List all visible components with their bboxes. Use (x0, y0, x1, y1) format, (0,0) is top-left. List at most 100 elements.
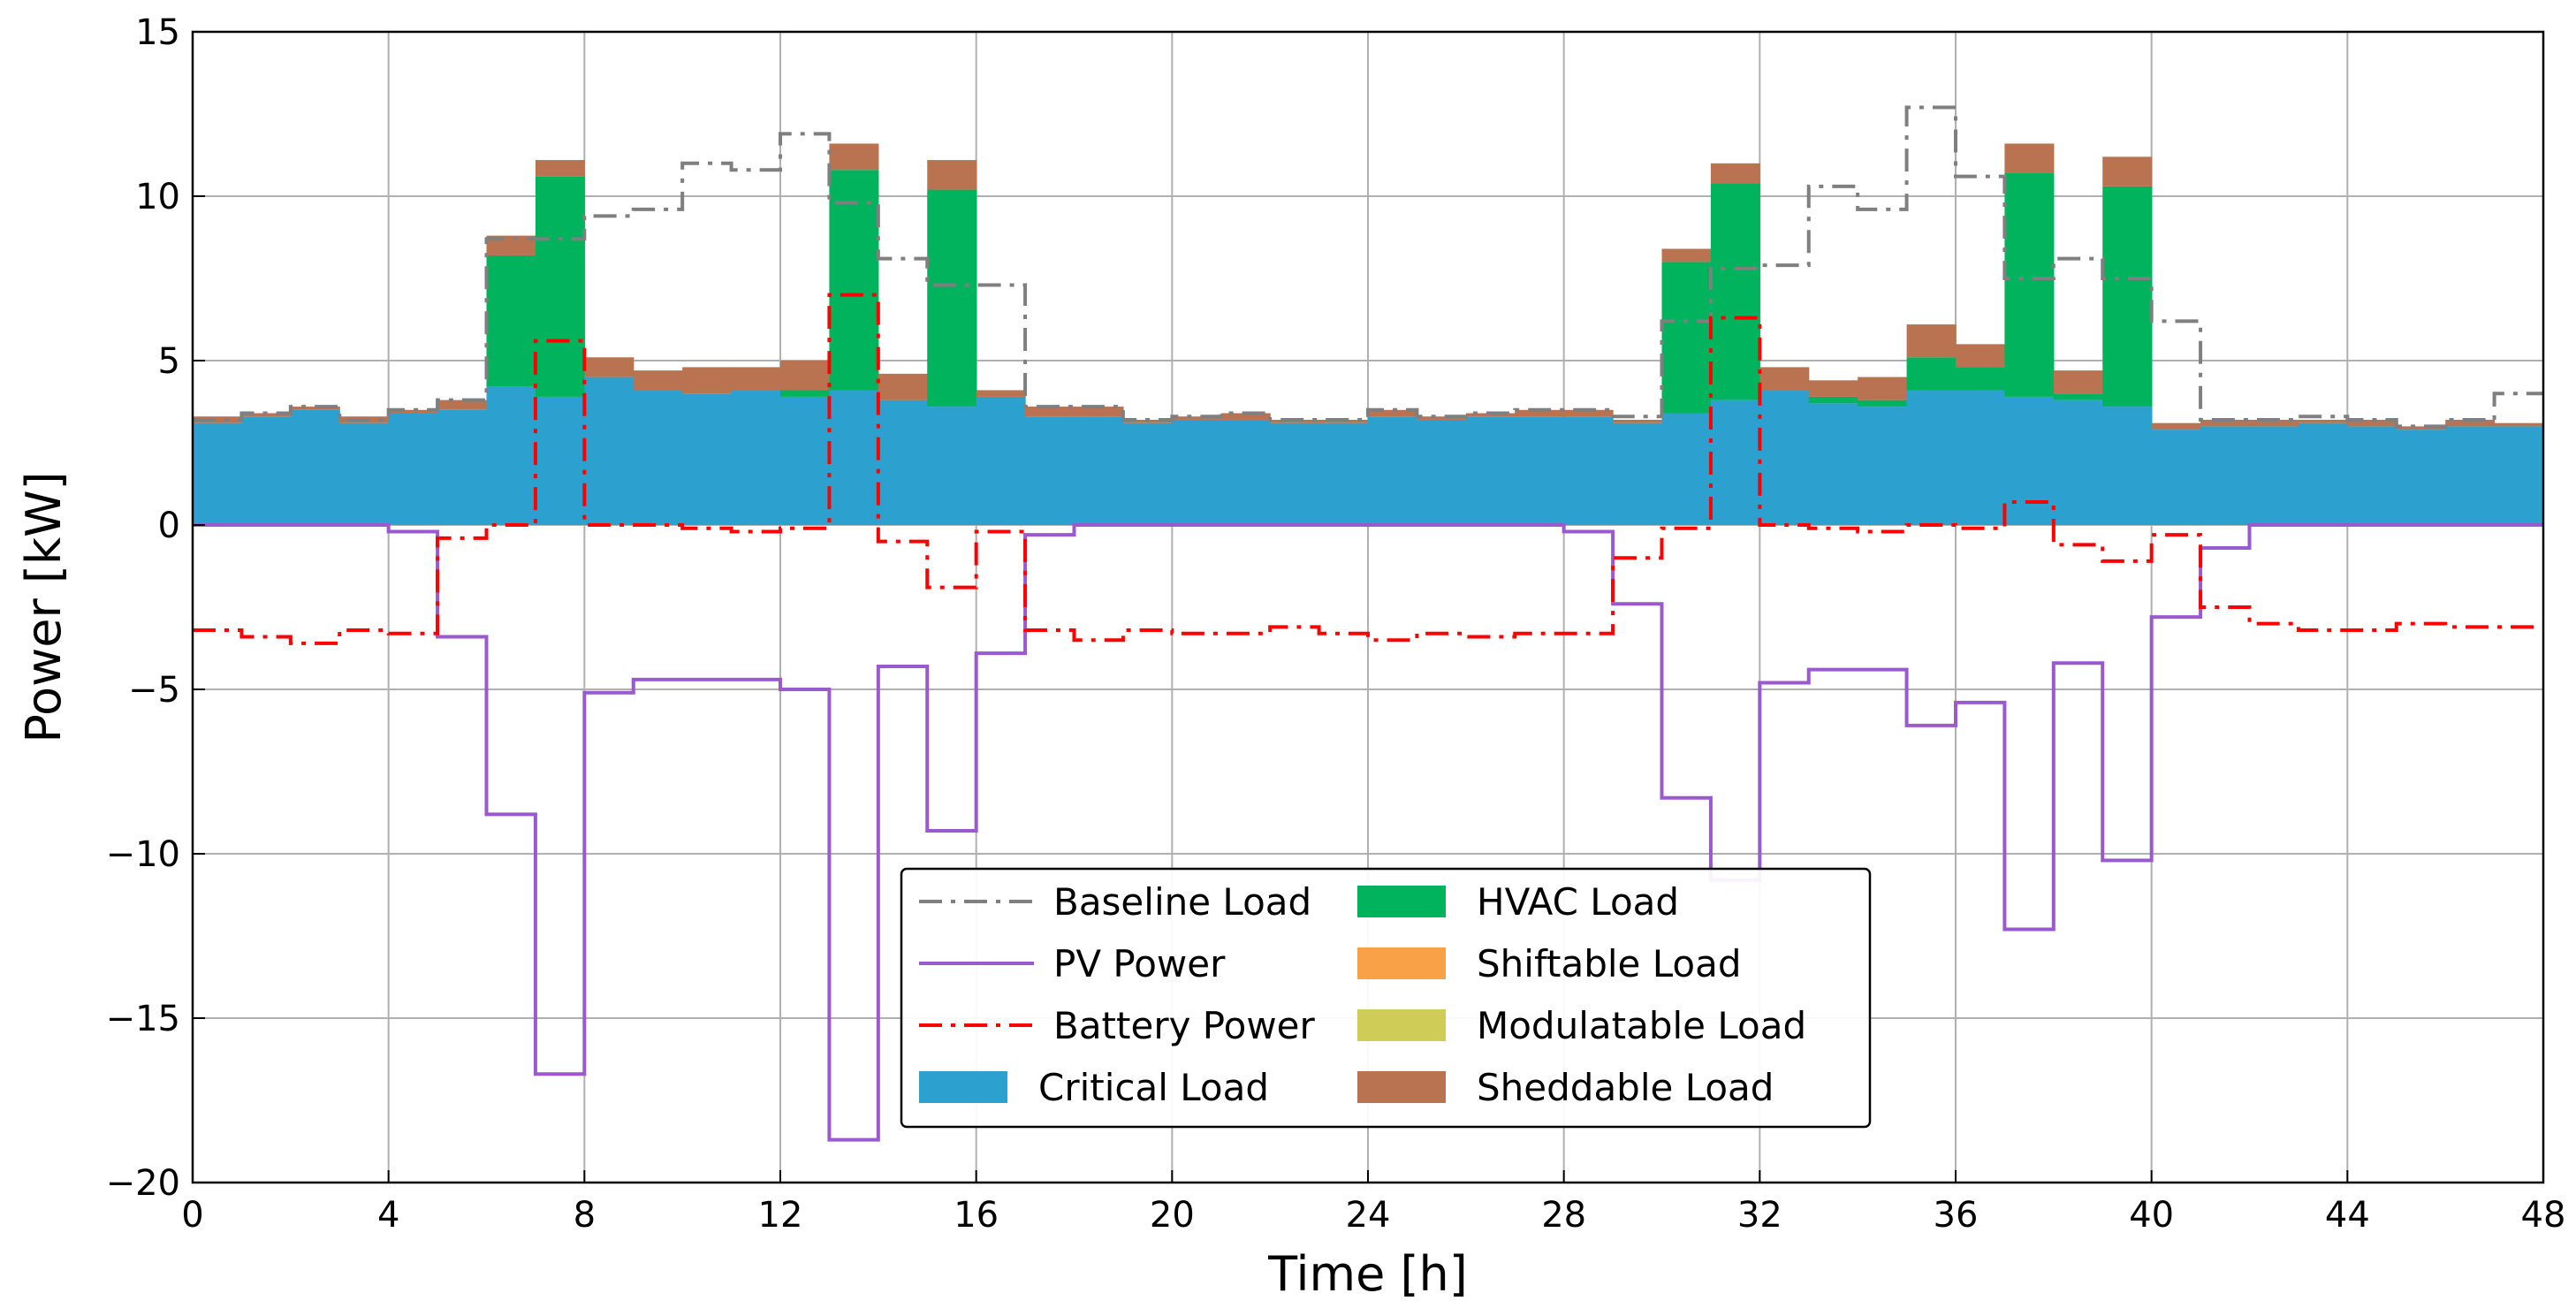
x-tick-label: 48 (2521, 1195, 2566, 1236)
bar-hvac-load (2102, 186, 2153, 407)
bar-critical-load (878, 399, 928, 525)
bar-critical-load (2249, 426, 2299, 525)
legend-label-critical-load: Critical Load (1038, 1066, 1269, 1109)
bar-critical-load (1025, 416, 1075, 525)
line-baseline-load (193, 105, 2543, 429)
bar-critical-load (584, 377, 635, 525)
bar-critical-load (388, 413, 438, 525)
bar-sheddable-load (1563, 409, 1614, 417)
bar-critical-load (193, 422, 243, 525)
y-tick-label: −10 (106, 834, 180, 875)
bar-sheddable-load (193, 416, 243, 423)
bar-critical-load (1318, 422, 1369, 525)
bar-hvac-load (1956, 367, 2006, 391)
legend-swatch-sheddable-load (1357, 1071, 1446, 1103)
x-tick-label: 12 (758, 1195, 803, 1236)
bar-critical-load (780, 396, 831, 525)
bar-hvac-load (1661, 262, 1712, 414)
bar-sheddable-load (2249, 419, 2299, 427)
y-tick-label: −20 (106, 1163, 180, 1204)
bar-sheddable-load (1956, 344, 2006, 368)
legend-label-pv-power: PV Power (1053, 942, 1226, 985)
y-tick-label: 10 (135, 177, 180, 217)
legend-label-hvac-load: HVAC Load (1477, 880, 1679, 924)
bar-sheddable-load (731, 367, 781, 391)
bar-critical-load (1172, 419, 1222, 525)
y-tick-label: 0 (158, 506, 180, 546)
bar-critical-load (486, 386, 536, 525)
line-series (193, 105, 2543, 1142)
bar-critical-load (1759, 390, 1810, 525)
bar-critical-load (1858, 407, 1908, 525)
bar-sheddable-load (1368, 409, 1418, 417)
bar-hvac-load (486, 255, 536, 387)
bar-sheddable-load (1417, 416, 1467, 420)
bar-critical-load (976, 396, 1026, 525)
x-tick-label: 0 (181, 1195, 203, 1236)
bar-critical-load (2445, 426, 2496, 525)
x-tick-label: 36 (1934, 1195, 1979, 1236)
bar-sheddable-load (829, 143, 879, 171)
bar-sheddable-load (535, 160, 585, 177)
bar-hvac-load (1808, 396, 1858, 404)
bar-hvac-load (1710, 183, 1760, 400)
bar-sheddable-load (437, 399, 488, 410)
legend-swatch-modulatable-load (1357, 1009, 1446, 1041)
bar-sheddable-load (2445, 419, 2496, 427)
bar-critical-load (2494, 426, 2543, 525)
bar-sheddable-load (1858, 377, 1908, 400)
bar-hvac-load (780, 390, 831, 397)
bar-critical-load (290, 409, 340, 525)
legend-label-sheddable-load: Sheddable Load (1477, 1066, 1774, 1109)
bar-sheddable-load (2347, 419, 2397, 427)
bar-critical-load (2396, 430, 2446, 525)
x-tick-label: 40 (2129, 1195, 2174, 1236)
legend-label-baseline-load: Baseline Load (1053, 880, 1311, 924)
bar-critical-load (535, 396, 585, 525)
bar-sheddable-load (2004, 143, 2055, 173)
bar-sheddable-load (1759, 367, 1810, 391)
bar-critical-load (731, 390, 781, 525)
x-axis-label: Time [h] (1267, 1246, 1468, 1302)
bar-critical-load (682, 393, 733, 525)
bar-critical-load (1515, 416, 1565, 525)
bar-sheddable-load (2494, 422, 2543, 427)
bar-sheddable-load (2396, 426, 2446, 430)
y-tick-label: −15 (106, 999, 180, 1039)
bar-sheddable-load (633, 370, 683, 391)
bar-sheddable-load (1661, 248, 1712, 262)
stacked-bars (193, 143, 2543, 525)
bar-critical-load (633, 390, 683, 525)
x-tick-label: 16 (954, 1195, 999, 1236)
bar-sheddable-load (1710, 163, 1760, 184)
line-pv-power (193, 523, 2543, 1142)
bar-sheddable-load (1613, 419, 1663, 423)
bar-sheddable-load (1172, 416, 1222, 420)
bar-sheddable-load (2151, 422, 2201, 430)
x-tick-label: 4 (377, 1195, 399, 1236)
bar-sheddable-load (682, 367, 733, 394)
bar-sheddable-load (927, 160, 977, 190)
bar-critical-load (1710, 399, 1760, 525)
bar-sheddable-load (1808, 380, 1858, 397)
bar-critical-load (241, 416, 292, 525)
bar-critical-load (2347, 426, 2397, 525)
bar-hvac-load (1858, 399, 1908, 407)
bar-hvac-load (2053, 393, 2103, 400)
bar-sheddable-load (878, 373, 928, 400)
legend-label-shiftable-load: Shiftable Load (1477, 942, 1741, 985)
y-axis-label: Power [kW] (16, 471, 72, 742)
bar-critical-load (1465, 416, 1516, 525)
bar-hvac-load (927, 189, 977, 407)
legend-box (900, 867, 1872, 1129)
bar-hvac-load (535, 176, 585, 397)
bar-sheddable-load (2102, 156, 2153, 186)
line-battery-power (193, 293, 2543, 645)
bar-critical-load (829, 390, 879, 525)
y-tick-label: 15 (135, 12, 180, 53)
y-tick-label: 5 (158, 341, 180, 382)
bar-sheddable-load (2200, 419, 2251, 427)
bar-critical-load (1368, 416, 1418, 525)
bar-critical-load (2298, 422, 2348, 525)
x-tick-label: 44 (2325, 1195, 2370, 1236)
